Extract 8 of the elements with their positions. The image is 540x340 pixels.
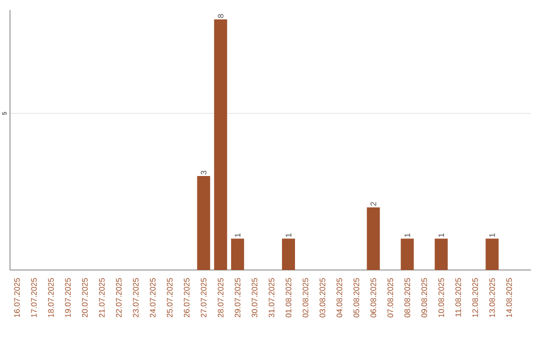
bar <box>366 207 380 270</box>
bar <box>282 238 295 270</box>
bar <box>486 238 499 270</box>
bar <box>400 238 414 270</box>
bar <box>231 238 244 270</box>
bar <box>197 176 210 270</box>
bar <box>434 238 448 270</box>
bar <box>214 19 228 270</box>
